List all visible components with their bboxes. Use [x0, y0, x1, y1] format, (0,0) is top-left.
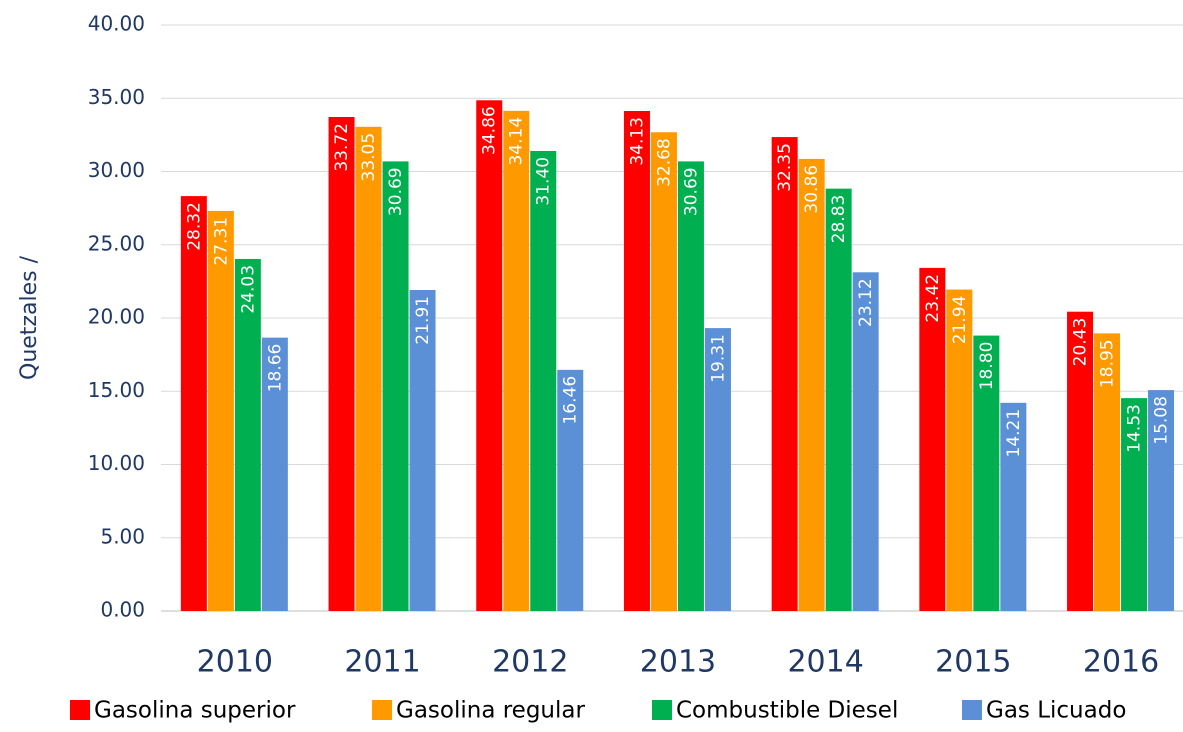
x-tick-label: 2011: [344, 645, 420, 680]
x-tick-label: 2012: [492, 645, 568, 680]
bar: [503, 110, 530, 611]
x-tick-label: 2015: [935, 645, 1011, 680]
legend-swatch: [652, 700, 672, 720]
y-tick-label: 30.00: [88, 158, 145, 182]
bar: [382, 161, 409, 612]
data-label: 34.14: [507, 117, 527, 166]
bar: [623, 110, 650, 612]
bar: [234, 258, 261, 611]
data-label: 23.42: [923, 274, 943, 323]
data-label: 18.66: [265, 344, 285, 393]
bar: [946, 289, 973, 611]
x-tick-label: 2016: [1083, 645, 1159, 680]
data-label: 16.46: [561, 376, 581, 425]
legend-label: Gasolina regular: [396, 698, 585, 724]
x-tick-label: 2010: [197, 645, 273, 680]
data-label: 20.43: [1071, 318, 1091, 367]
bar: [825, 188, 852, 611]
bar: [852, 272, 879, 611]
data-label: 32.35: [775, 143, 795, 192]
bar: [355, 126, 382, 611]
y-tick-label: 20.00: [88, 305, 145, 329]
y-tick-label: 35.00: [88, 85, 145, 109]
bar: [704, 328, 731, 611]
legend-label: Gas Licuado: [986, 698, 1126, 724]
bar: [530, 150, 557, 612]
bar: [557, 369, 584, 611]
bar: [919, 267, 946, 611]
data-label: 28.83: [829, 195, 849, 244]
data-label: 15.08: [1152, 396, 1172, 445]
y-tick-label: 10.00: [88, 451, 145, 475]
bar: [1094, 333, 1121, 611]
bar: [1067, 311, 1094, 611]
data-label: 27.31: [211, 217, 231, 266]
y-tick-label: 40.00: [88, 12, 145, 36]
data-label: 34.86: [480, 106, 500, 155]
data-label: 21.94: [950, 296, 970, 345]
data-label: 14.53: [1125, 404, 1145, 453]
data-label: 32.68: [654, 138, 674, 187]
data-label: 18.80: [977, 342, 997, 391]
bar: [207, 210, 234, 611]
legend-label: Combustible Diesel: [676, 698, 898, 724]
y-tick-label: 25.00: [88, 231, 145, 255]
bar: [180, 196, 207, 611]
bar: [973, 335, 1000, 611]
data-label: 30.86: [802, 165, 822, 214]
x-tick-label: 2014: [787, 645, 863, 680]
bar: [261, 337, 288, 611]
data-label: 18.95: [1098, 339, 1118, 388]
data-label: 28.32: [184, 202, 204, 251]
bar: [1148, 390, 1175, 611]
y-tick-label: 15.00: [88, 378, 145, 402]
data-label: 31.40: [534, 157, 554, 206]
bar: [1121, 398, 1148, 611]
data-label: 30.69: [386, 167, 406, 216]
bar: [1000, 402, 1027, 611]
legend-swatch: [962, 700, 982, 720]
bar: [476, 100, 503, 612]
data-label: 34.13: [627, 117, 647, 166]
data-label: 14.21: [1004, 409, 1024, 458]
bar: [677, 161, 704, 612]
y-axis-title: Quetzales /: [17, 255, 42, 380]
bar: [798, 158, 825, 611]
bar: [771, 137, 798, 611]
data-label: 24.03: [238, 265, 258, 314]
x-tick-label: 2013: [640, 645, 716, 680]
legend-swatch: [372, 700, 392, 720]
y-tick-label: 5.00: [100, 524, 145, 548]
data-label: 33.05: [359, 133, 379, 182]
bar: [409, 290, 436, 611]
legend-swatch: [70, 700, 90, 720]
data-label: 19.31: [708, 334, 728, 383]
bar: [650, 132, 677, 611]
legend-label: Gasolina superior: [94, 698, 296, 724]
data-label: 33.72: [332, 123, 352, 172]
data-label: 21.91: [413, 296, 433, 345]
data-label: 23.12: [856, 278, 876, 327]
bar: [328, 117, 355, 611]
data-label: 30.69: [681, 167, 701, 216]
y-tick-label: 0.00: [100, 598, 145, 622]
